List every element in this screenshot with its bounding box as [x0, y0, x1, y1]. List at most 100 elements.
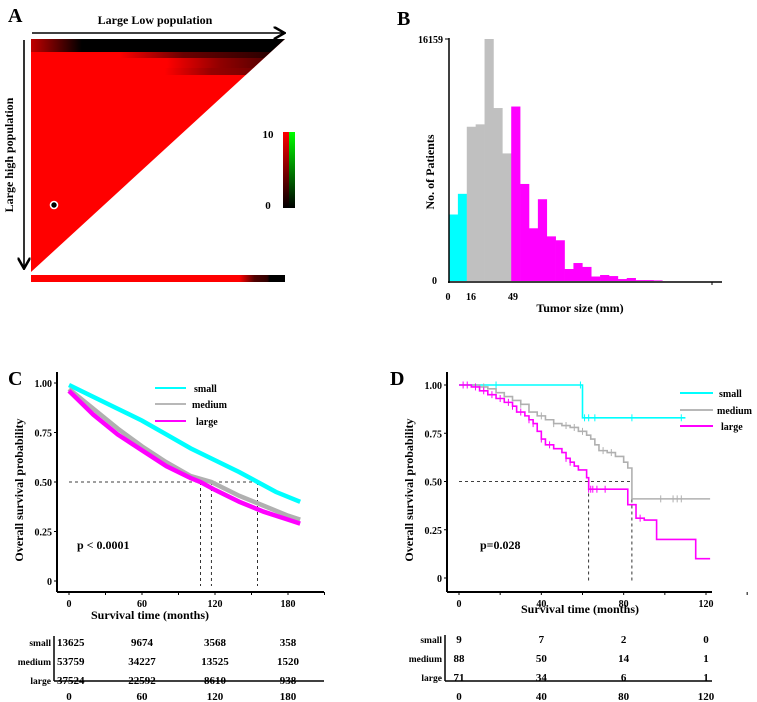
histogram-bars [449, 39, 663, 282]
histogram-bar-large [564, 269, 574, 281]
panel-c-label: C [8, 368, 22, 390]
histogram-bar-large [546, 236, 556, 281]
x-tick-label: 120 [208, 599, 223, 610]
risk-table-cell: 9674 [131, 637, 154, 649]
heatmap-band [31, 52, 285, 58]
y-axis-label: Overall survival probability [402, 418, 416, 561]
heatmap-x-label: Large Low population [98, 13, 213, 27]
histogram-bar-large [582, 266, 592, 281]
legend-label-large: large [721, 422, 743, 433]
risk-table-cell: 6 [621, 672, 627, 684]
median-lines [69, 481, 258, 586]
legend-label-large: large [196, 417, 218, 428]
risk-table-time-label: 80 [618, 691, 630, 702]
histogram-bar-large [644, 280, 654, 281]
histogram-bar-large [635, 280, 645, 281]
panel-d-label: D [390, 368, 404, 390]
risk-table-cell: 1 [703, 653, 709, 665]
y-tick-label: 16159 [418, 35, 443, 46]
histogram-bar-small [457, 193, 468, 281]
x-tick-label: 0 [67, 599, 72, 610]
risk-table-time-label: 0 [456, 691, 462, 702]
legend: small medium large [155, 384, 228, 428]
x-tick-label: 80 [619, 599, 629, 610]
heatmap-bottom-strip [31, 275, 285, 282]
colorbar-max-label: 10 [263, 129, 275, 141]
panel-b-label: B [397, 8, 410, 30]
risk-table: small 13625 9674 3568 358 medium 53759 34227 135… [18, 636, 324, 702]
panel-b: B 16159 0 0 16 49 Tumor size (mm) No. of… [397, 8, 722, 315]
risk-table-time-label: 120 [698, 691, 715, 702]
risk-table-cell: 34 [536, 672, 548, 684]
risk-table-cell: 22592 [128, 675, 156, 687]
histogram-bar-medium [466, 126, 476, 281]
x-tick-label: 16 [466, 292, 476, 303]
histogram-bar-large [573, 263, 583, 281]
y-axis-label: No. of Patients [423, 134, 437, 209]
histogram-bar-large [653, 280, 663, 281]
legend: small medium large [680, 389, 753, 433]
x-tick-label: 0 [446, 292, 451, 303]
panel-a: A Large Low population Large high popula… [2, 5, 295, 282]
panel-d: D 00.250.500.751.000 40 80 120 small medium… [390, 368, 753, 702]
risk-table-cell: 7 [539, 634, 545, 646]
x-tick-label: 40 [536, 599, 546, 610]
survival-curve-large [459, 384, 711, 560]
y-tick-label: 0 [47, 577, 52, 588]
survival-curves [67, 382, 302, 526]
heatmap-band [100, 68, 285, 75]
legend-label-medium: medium [192, 400, 228, 411]
heatmap-band [70, 58, 285, 68]
risk-table-cell: 53759 [57, 656, 85, 668]
survival-curve-small [459, 384, 686, 419]
histogram-bar-medium [502, 153, 512, 281]
risk-table-cell: 0 [703, 634, 709, 646]
heatmap-triangle [31, 39, 285, 272]
histogram-bar-large [511, 106, 521, 281]
histogram-bar-large [520, 183, 530, 281]
risk-table-time-label: 0 [66, 691, 72, 702]
y-tick-label: 0 [432, 276, 437, 287]
legend-label-small: small [194, 384, 217, 395]
panel-c: C 0 0.25 0.50 0.75 1.00 0 60 120 180 small mediu… [8, 368, 325, 702]
risk-row-label: small [29, 639, 51, 649]
axes: 0 0.25 0.50 0.75 1.00 0 60 120 180 [35, 372, 325, 610]
p-value: p < 0.0001 [77, 538, 130, 552]
risk-table-cell: 9 [456, 634, 462, 646]
risk-table-cell: 50 [536, 653, 548, 665]
risk-table-cell: 14 [618, 653, 630, 665]
histogram-bar-large [537, 199, 548, 281]
colorbar-red [283, 132, 289, 208]
survival-curve-small [68, 382, 302, 504]
survival-curve-medium [67, 387, 301, 522]
risk-row-label: medium [409, 655, 442, 665]
histogram-bar-large [591, 276, 601, 281]
y-tick-label: 1.00 [425, 381, 443, 392]
survival-curve-medium [459, 384, 711, 500]
x-tick-label: 180 [281, 599, 296, 610]
risk-table-cell: 2 [621, 634, 627, 646]
median-lines [459, 481, 633, 583]
axes: 0 0.25 0.50 0.75 1.00 0 40 80 120 [425, 372, 748, 610]
histogram-bar-large [528, 228, 539, 281]
x-tick-label: 120 [699, 599, 714, 610]
risk-table-cell: 37524 [57, 675, 85, 687]
y-tick-label: 0.50 [35, 478, 53, 489]
x-axis-label: Tumor size (mm) [536, 301, 623, 315]
histogram-bar-medium [484, 39, 494, 281]
risk-table-time-label: 40 [536, 691, 548, 702]
survival-curve-large [67, 389, 301, 526]
risk-row-label: small [420, 636, 442, 646]
histogram-bar-large [600, 275, 610, 281]
y-tick-label: 1.00 [35, 379, 53, 390]
risk-table-cell: 13625 [57, 637, 85, 649]
histogram-bar-medium [493, 108, 503, 282]
histogram-bar-medium [475, 124, 485, 282]
risk-table-cell: 1 [703, 672, 709, 684]
panel-a-label: A [8, 5, 23, 27]
x-tick-label: 49 [508, 292, 518, 303]
risk-table-time-label: 60 [137, 691, 149, 702]
legend-label-small: small [719, 389, 742, 400]
risk-row-label: large [421, 674, 442, 684]
